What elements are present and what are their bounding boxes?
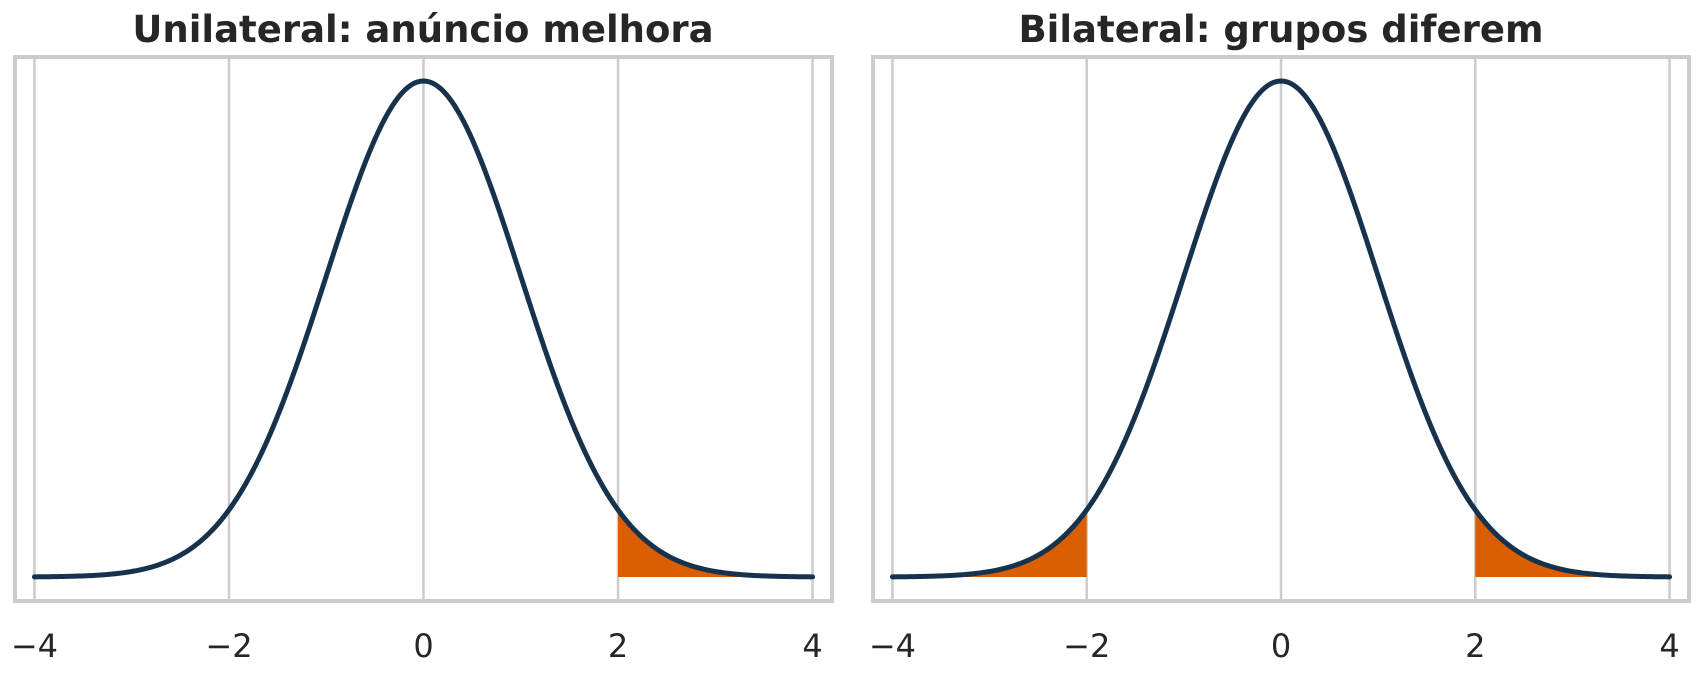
shaded-tail-region <box>892 509 1087 577</box>
chart-title-right: Bilateral: grupos diferem <box>1018 8 1543 51</box>
shaded-tail-region <box>618 509 813 577</box>
x-tick-label: 2 <box>1465 627 1485 665</box>
x-tick-labels-left: −4 −2 0 2 4 <box>11 627 823 665</box>
chart-title-left: Unilateral: anúncio melhora <box>132 8 713 51</box>
plot-frame-right <box>871 55 1691 603</box>
density-curve-right <box>889 78 1673 580</box>
shaded-tail-region <box>1475 509 1670 577</box>
x-tick-label: 4 <box>1659 627 1679 665</box>
x-tick-label: 0 <box>413 627 433 665</box>
shaded-tails-right <box>892 509 1670 577</box>
x-tick-labels-right: −4 −2 0 2 4 <box>869 627 1680 665</box>
grid-right <box>891 57 1671 601</box>
x-tick-label: 4 <box>802 627 822 665</box>
grid-left <box>33 57 814 601</box>
x-tick-label: −4 <box>869 627 916 665</box>
x-tick-label: 2 <box>608 627 628 665</box>
density-curve-left <box>31 78 816 580</box>
shaded-tails-left <box>618 509 813 577</box>
x-tick-label: −2 <box>205 627 252 665</box>
panel-left: Unilateral: anúncio melhora −4 −2 0 2 4 <box>11 8 834 665</box>
x-tick-label: 0 <box>1271 627 1291 665</box>
x-tick-label: −2 <box>1063 627 1110 665</box>
x-tick-label: −4 <box>11 627 58 665</box>
panel-right: Bilateral: grupos diferem −4 −2 0 2 4 <box>869 8 1691 665</box>
plot-frame-left <box>13 55 834 603</box>
